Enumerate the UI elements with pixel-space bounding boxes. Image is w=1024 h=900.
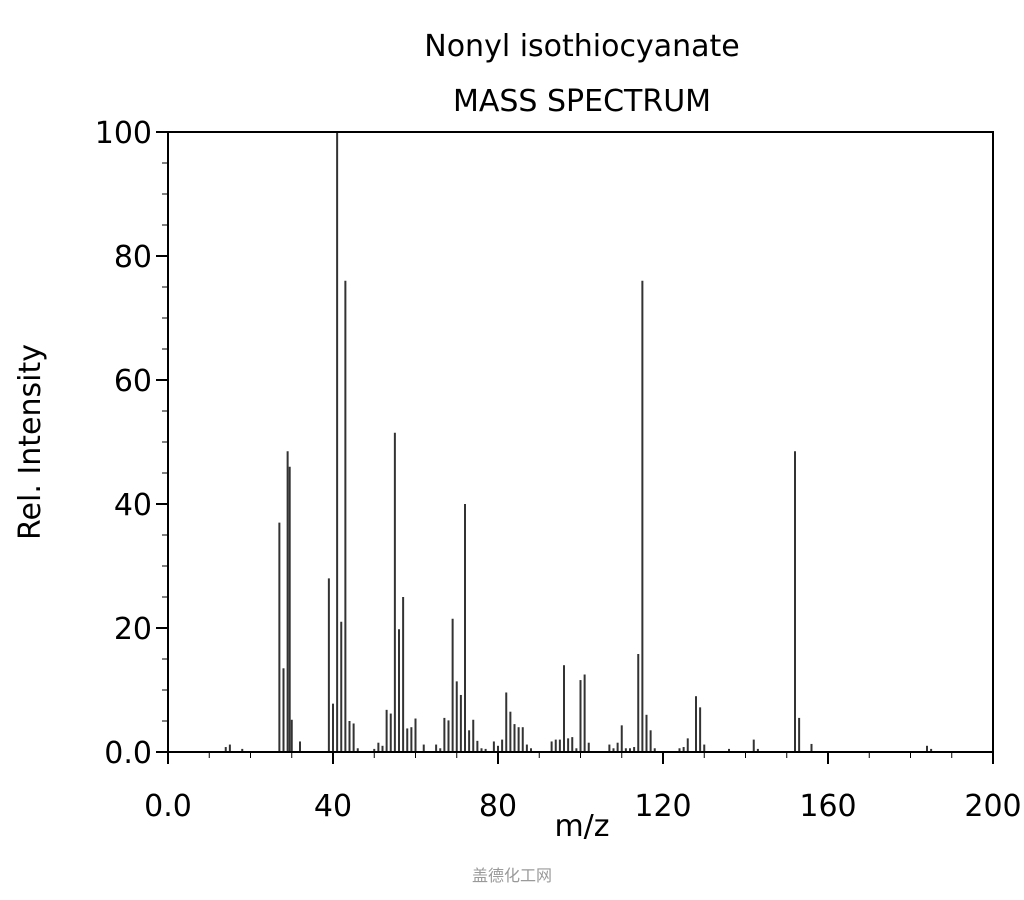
x-tick-label: 200 xyxy=(964,789,1021,824)
x-tick-label: 120 xyxy=(634,789,691,824)
spectrum-bars xyxy=(224,132,933,752)
y-tick-label: 20 xyxy=(114,612,152,647)
x-tick-label: 0.0 xyxy=(144,789,192,824)
watermark-text: 盖德化工网 xyxy=(472,866,552,885)
y-tick-label: 0.0 xyxy=(104,736,152,771)
y-tick-label: 40 xyxy=(114,488,152,523)
y-tick-label: 80 xyxy=(114,240,152,275)
y-tick-label: 60 xyxy=(114,364,152,399)
y-axis-label: Rel. Intensity xyxy=(13,344,48,540)
chart-title: Nonyl isothiocyanate xyxy=(424,29,739,64)
chart-subtitle: MASS SPECTRUM xyxy=(453,84,711,119)
x-axis-ticks: 0.0 40 80 120 160 200 xyxy=(144,752,1022,824)
x-axis-label: m/z xyxy=(554,809,609,844)
x-tick-label: 40 xyxy=(314,789,352,824)
y-axis-ticks: 0.0 20 40 60 80 100 xyxy=(95,116,168,771)
x-tick-label: 80 xyxy=(479,789,517,824)
x-tick-label: 160 xyxy=(799,789,856,824)
plot-frame xyxy=(167,131,994,753)
y-tick-label: 100 xyxy=(95,116,152,151)
